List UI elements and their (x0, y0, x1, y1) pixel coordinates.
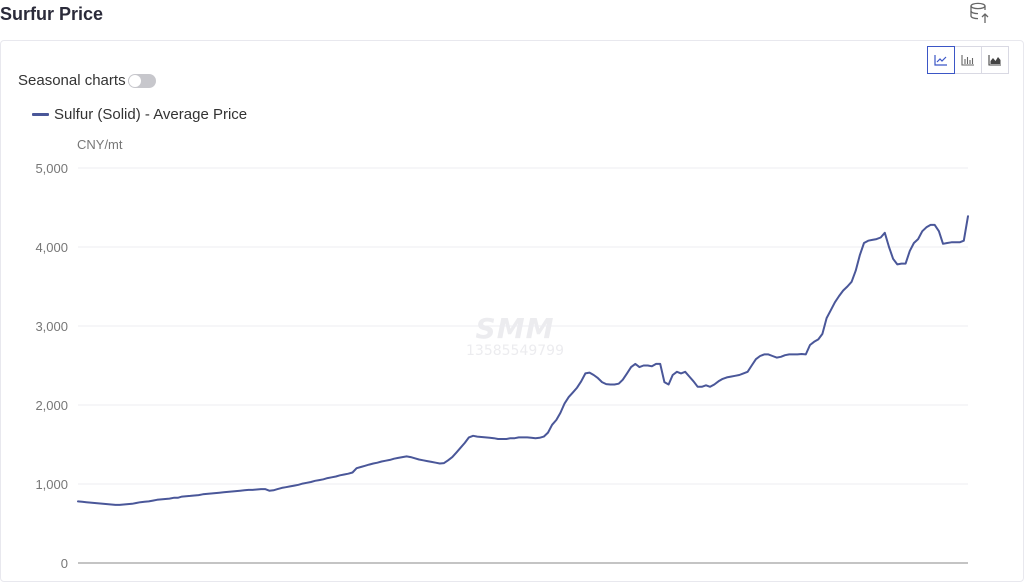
legend-label: Sulfur (Solid) - Average Price (54, 106, 248, 123)
line-chart-button[interactable] (927, 46, 955, 74)
price-line-chart: 0 1,000 2,000 3,000 4,000 5,000 CNY/mt (35, 137, 969, 571)
y-tick-label: 4,000 (35, 240, 68, 255)
seasonal-charts-toggle[interactable] (127, 73, 156, 88)
series-line-sulfur-price (77, 215, 969, 506)
y-tick-label: 3,000 (35, 319, 68, 334)
chart-legend-item[interactable]: Sulfur (Solid) - Average Price (32, 106, 247, 123)
y-axis-label: CNY/mt (77, 137, 123, 152)
seasonal-charts-control: Seasonal charts (18, 72, 156, 89)
page-title: Surfur Price (0, 4, 104, 24)
y-tick-label: 1,000 (35, 477, 68, 492)
y-tick-label: 5,000 (35, 161, 68, 176)
area-chart-button[interactable] (981, 46, 1009, 74)
database-export-icon[interactable] (968, 1, 992, 25)
legend-line-swatch (32, 113, 49, 116)
line-chart-icon (934, 55, 947, 66)
y-tick-label: 0 (61, 556, 68, 571)
y-tick-label: 2,000 (35, 398, 68, 413)
bar-chart-icon (961, 55, 974, 66)
area-chart-icon (988, 55, 1001, 66)
chart-type-switch (927, 46, 1009, 74)
chart-card (0, 40, 1024, 582)
seasonal-charts-label: Seasonal charts (18, 72, 126, 89)
